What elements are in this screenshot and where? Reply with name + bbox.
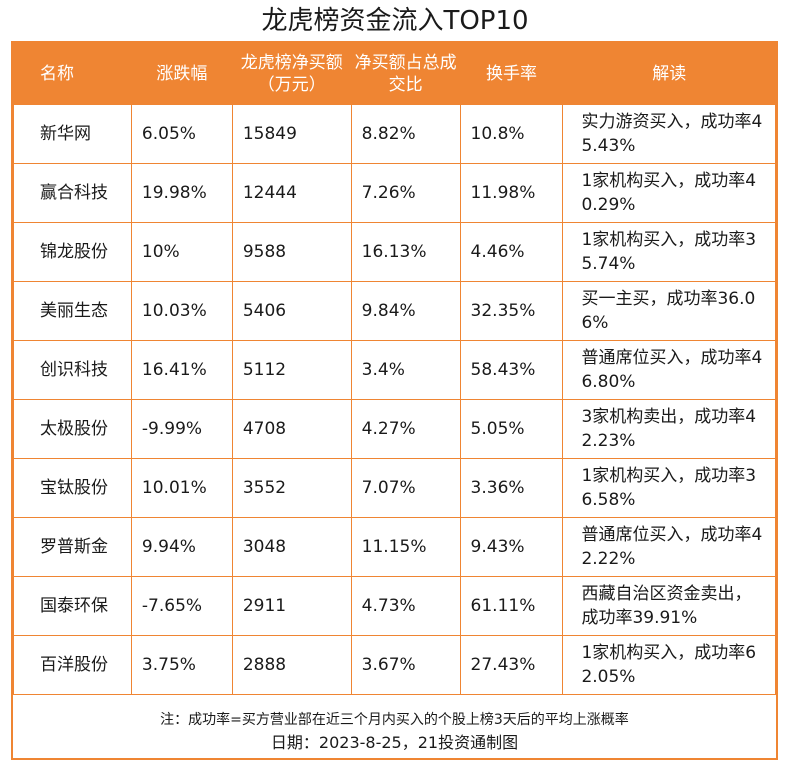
turnover-cell: 9.43%: [459, 517, 564, 577]
turnover-cell: 61.11%: [459, 576, 564, 636]
change-cell: 9.94%: [130, 517, 233, 577]
stock-name-cell: 百洋股份: [13, 635, 132, 695]
table-row: 创识科技 16.41% 5112 3.4% 58.43% 普通席位买入，成功率46.80%: [13, 340, 776, 400]
change-cell: -7.65%: [130, 576, 233, 636]
table-row: 太极股份 -9.99% 4708 4.27% 5.05% 3家机构卖出，成功率42.23%: [13, 399, 776, 459]
header-interpretation: 解读: [562, 43, 776, 105]
table-row: 新华网 6.05% 15849 8.82% 10.8% 实力游资买入，成功率45.43%: [13, 104, 776, 164]
interpretation-cell: 实力游资买入，成功率45.43%: [562, 104, 776, 164]
change-cell: -9.99%: [130, 399, 233, 459]
stock-name-cell: 太极股份: [13, 399, 132, 459]
turnover-cell: 27.43%: [459, 635, 564, 695]
date-credit: 日期：2023-8-25，21投资通制图: [270, 733, 519, 752]
net-ratio-cell: 4.73%: [350, 576, 461, 636]
stock-name-cell: 宝钛股份: [13, 458, 132, 518]
table-row: 国泰环保 -7.65% 2911 4.73% 61.11% 西藏自治区资金卖出，成功率39…: [13, 576, 776, 636]
interpretation-cell: 1家机构买入，成功率36.58%: [562, 458, 776, 518]
net-ratio-cell: 7.07%: [350, 458, 461, 518]
footer: 注：成功率=买方营业部在近三个月内买入的个股上榜3天后的平均上涨概率 日期：20…: [13, 702, 776, 758]
table-row: 美丽生态 10.03% 5406 9.84% 32.35% 买一主买，成功率36.06%: [13, 281, 776, 341]
net-buy-cell: 5112: [231, 340, 352, 400]
interpretation-cell: 买一主买，成功率36.06%: [562, 281, 776, 341]
turnover-cell: 11.98%: [459, 163, 564, 223]
header-change: 涨跌幅: [130, 43, 233, 105]
net-buy-cell: 3552: [231, 458, 352, 518]
interpretation-cell: 普通席位买入，成功率46.80%: [562, 340, 776, 400]
net-ratio-cell: 3.67%: [350, 635, 461, 695]
interpretation-cell: 西藏自治区资金卖出，成功率39.91%: [562, 576, 776, 636]
footnote: 注：成功率=买方营业部在近三个月内买入的个股上榜3天后的平均上涨概率: [160, 712, 629, 728]
header-net-ratio: 净买额占总成交比: [350, 43, 461, 105]
change-cell: 10.01%: [130, 458, 233, 518]
table-frame: 名称 涨跌幅 龙虎榜净买额（万元） 净买额占总成交比 换手率 解读 新华网 6.0…: [11, 41, 778, 760]
net-buy-cell: 15849: [231, 104, 352, 164]
net-buy-cell: 4708: [231, 399, 352, 459]
interpretation-cell: 普通席位买入，成功率42.22%: [562, 517, 776, 577]
net-ratio-cell: 8.82%: [350, 104, 461, 164]
turnover-cell: 32.35%: [459, 281, 564, 341]
change-cell: 3.75%: [130, 635, 233, 695]
net-ratio-cell: 7.26%: [350, 163, 461, 223]
stock-name-cell: 创识科技: [13, 340, 132, 400]
turnover-cell: 5.05%: [459, 399, 564, 459]
page-title: 龙虎榜资金流入TOP10: [261, 6, 529, 36]
change-cell: 16.41%: [130, 340, 233, 400]
change-cell: 10%: [130, 222, 233, 282]
header-name: 名称: [13, 43, 132, 105]
net-buy-cell: 2911: [231, 576, 352, 636]
net-buy-cell: 5406: [231, 281, 352, 341]
table-row: 宝钛股份 10.01% 3552 7.07% 3.36% 1家机构买入，成功率36.58%: [13, 458, 776, 518]
interpretation-cell: 1家机构买入，成功率40.29%: [562, 163, 776, 223]
net-buy-cell: 2888: [231, 635, 352, 695]
interpretation-cell: 1家机构买入，成功率35.74%: [562, 222, 776, 282]
net-ratio-cell: 11.15%: [350, 517, 461, 577]
header-turnover: 换手率: [459, 43, 564, 105]
net-ratio-cell: 4.27%: [350, 399, 461, 459]
net-ratio-cell: 16.13%: [350, 222, 461, 282]
net-ratio-cell: 3.4%: [350, 340, 461, 400]
stock-name-cell: 新华网: [13, 104, 132, 164]
change-cell: 10.03%: [130, 281, 233, 341]
table-header-row: 名称 涨跌幅 龙虎榜净买额（万元） 净买额占总成交比 换手率 解读: [13, 43, 776, 105]
net-ratio-cell: 9.84%: [350, 281, 461, 341]
turnover-cell: 58.43%: [459, 340, 564, 400]
change-cell: 19.98%: [130, 163, 233, 223]
stock-name-cell: 赢合科技: [13, 163, 132, 223]
table-row: 赢合科技 19.98% 12444 7.26% 11.98% 1家机构买入，成功率40.2…: [13, 163, 776, 223]
turnover-cell: 3.36%: [459, 458, 564, 518]
stock-name-cell: 美丽生态: [13, 281, 132, 341]
header-net-buy: 龙虎榜净买额（万元）: [231, 43, 352, 105]
net-buy-cell: 3048: [231, 517, 352, 577]
change-cell: 6.05%: [130, 104, 233, 164]
interpretation-cell: 3家机构卖出，成功率42.23%: [562, 399, 776, 459]
data-table: 名称 涨跌幅 龙虎榜净买额（万元） 净买额占总成交比 换手率 解读 新华网 6.0…: [13, 43, 776, 695]
stock-name-cell: 锦龙股份: [13, 222, 132, 282]
turnover-cell: 4.46%: [459, 222, 564, 282]
stock-name-cell: 罗普斯金: [13, 517, 132, 577]
table-row: 罗普斯金 9.94% 3048 11.15% 9.43% 普通席位买入，成功率42.22%: [13, 517, 776, 577]
interpretation-cell: 1家机构买入，成功率62.05%: [562, 635, 776, 695]
net-buy-cell: 9588: [231, 222, 352, 282]
stock-name-cell: 国泰环保: [13, 576, 132, 636]
table-row: 锦龙股份 10% 9588 16.13% 4.46% 1家机构买入，成功率35.74%: [13, 222, 776, 282]
net-buy-cell: 12444: [231, 163, 352, 223]
table-row: 百洋股份 3.75% 2888 3.67% 27.43% 1家机构买入，成功率62.05%: [13, 635, 776, 695]
turnover-cell: 10.8%: [459, 104, 564, 164]
